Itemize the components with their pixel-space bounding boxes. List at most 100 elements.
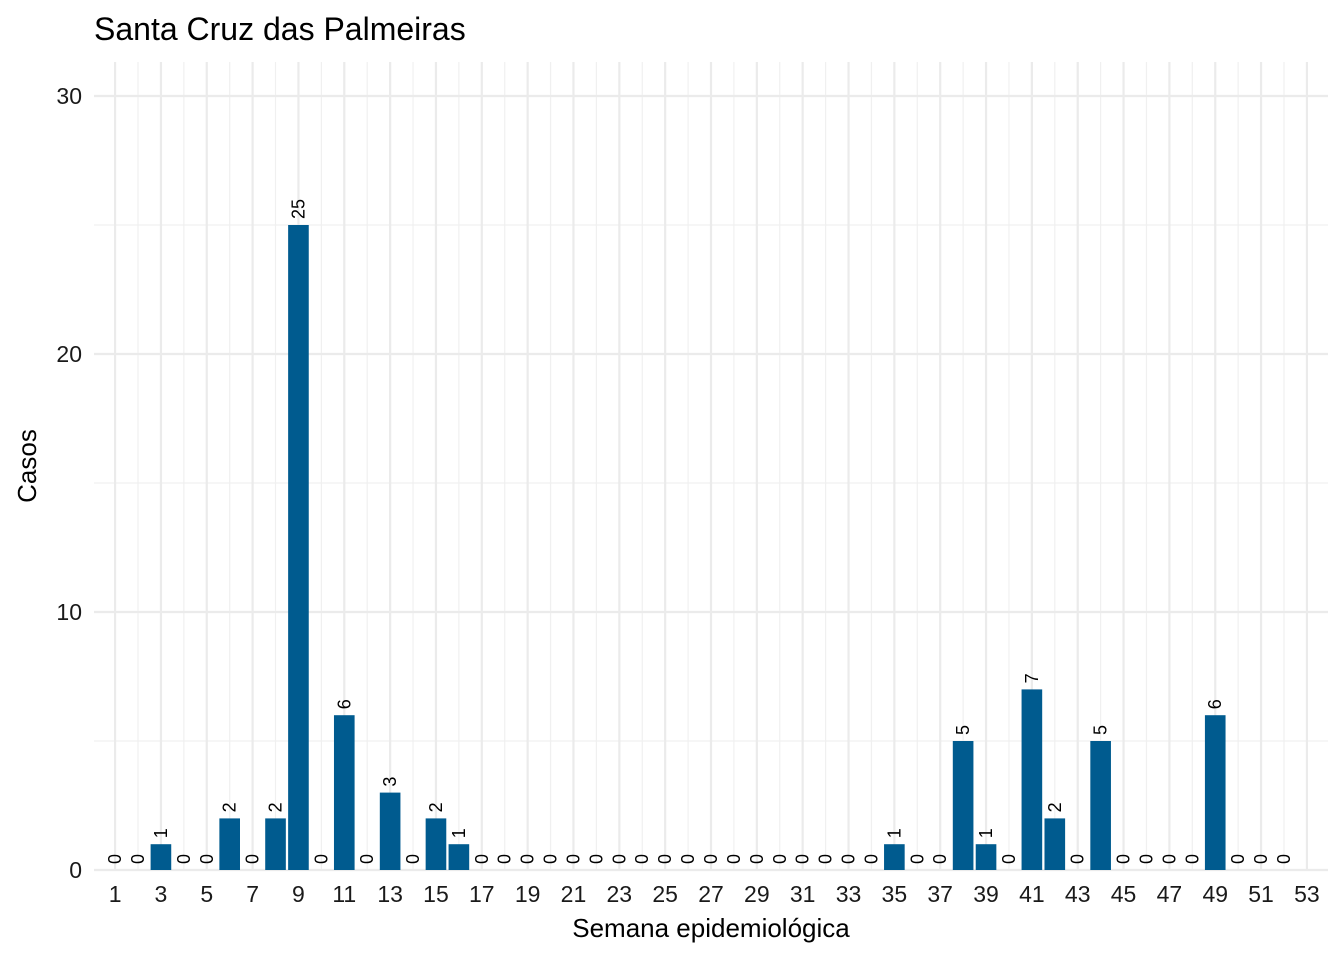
y-tick-label: 0 <box>69 857 82 883</box>
bar <box>425 818 447 870</box>
bar <box>333 715 355 870</box>
x-tick-label: 41 <box>1019 881 1045 907</box>
data-label: 0 <box>839 854 859 864</box>
data-label: 0 <box>541 854 561 864</box>
bar <box>952 741 974 870</box>
data-label: 0 <box>586 854 606 864</box>
data-label: 0 <box>655 854 675 864</box>
x-tick-label: 35 <box>882 881 908 907</box>
data-label: 2 <box>266 802 286 812</box>
y-axis-title: Casos <box>12 429 42 503</box>
y-axis-ticks: 0 10 20 30 <box>56 83 82 883</box>
bar <box>1021 689 1043 870</box>
x-tick-label: 21 <box>561 881 587 907</box>
data-label: 5 <box>953 725 973 735</box>
bar <box>1090 741 1111 870</box>
data-label: 1 <box>449 828 469 838</box>
data-label: 0 <box>1182 854 1202 864</box>
bars <box>150 225 1226 870</box>
data-label: 1 <box>976 828 996 838</box>
x-tick-label: 1 <box>109 881 122 907</box>
data-label: 0 <box>403 854 423 864</box>
x-tick-label: 23 <box>607 881 633 907</box>
x-tick-label: 13 <box>377 881 403 907</box>
data-label: 0 <box>1228 854 1248 864</box>
data-label: 0 <box>495 854 515 864</box>
data-label: 0 <box>1068 854 1088 864</box>
data-label: 2 <box>1045 802 1065 812</box>
x-tick-label: 25 <box>652 881 678 907</box>
data-label: 0 <box>563 854 583 864</box>
x-tick-label: 39 <box>973 881 999 907</box>
x-tick-label: 33 <box>836 881 862 907</box>
x-tick-label: 37 <box>927 881 953 907</box>
data-label: 6 <box>1205 699 1225 709</box>
data-label: 0 <box>747 854 767 864</box>
bar <box>379 792 401 870</box>
x-tick-label: 47 <box>1157 881 1183 907</box>
data-label: 0 <box>724 854 744 864</box>
bar <box>219 818 240 870</box>
data-label: 0 <box>678 854 698 864</box>
data-label: 0 <box>357 854 377 864</box>
data-label: 0 <box>243 854 263 864</box>
data-label: 0 <box>930 854 950 864</box>
data-label: 0 <box>632 854 652 864</box>
bar <box>1204 715 1226 870</box>
data-label: 0 <box>793 854 813 864</box>
x-tick-label: 9 <box>292 881 305 907</box>
data-label: 2 <box>220 802 240 812</box>
data-label: 0 <box>609 854 629 864</box>
data-label: 0 <box>1159 854 1179 864</box>
y-tick-label: 10 <box>56 599 82 625</box>
bar <box>288 225 309 870</box>
bar <box>448 844 470 870</box>
data-label: 3 <box>380 777 400 787</box>
bar <box>884 844 905 870</box>
x-tick-label: 43 <box>1065 881 1091 907</box>
bar <box>975 844 997 870</box>
data-label: 0 <box>816 854 836 864</box>
data-label: 0 <box>907 854 927 864</box>
grid-major <box>94 62 1328 872</box>
x-tick-label: 27 <box>698 881 724 907</box>
data-label: 5 <box>1091 725 1111 735</box>
bar <box>1044 818 1066 870</box>
y-tick-label: 30 <box>56 83 82 109</box>
x-tick-label: 49 <box>1202 881 1228 907</box>
data-label: 0 <box>999 854 1019 864</box>
data-label: 7 <box>1022 673 1042 683</box>
data-label: 0 <box>1274 854 1294 864</box>
data-label: 0 <box>472 854 492 864</box>
data-label: 25 <box>288 199 308 219</box>
data-label: 1 <box>884 828 904 838</box>
x-tick-label: 3 <box>155 881 168 907</box>
x-tick-label: 31 <box>790 881 816 907</box>
data-label: 0 <box>128 854 148 864</box>
data-label: 1 <box>151 828 171 838</box>
x-tick-label: 51 <box>1248 881 1274 907</box>
data-label: 0 <box>105 854 125 864</box>
x-tick-label: 29 <box>744 881 770 907</box>
data-label: 0 <box>174 854 194 864</box>
x-tick-label: 17 <box>469 881 495 907</box>
x-tick-label: 53 <box>1294 881 1320 907</box>
data-label: 0 <box>311 854 331 864</box>
chart-title: Santa Cruz das Palmeiras <box>94 11 466 47</box>
x-tick-label: 19 <box>515 881 541 907</box>
x-axis-title: Semana epidemiológica <box>572 913 850 943</box>
data-label: 0 <box>1136 854 1156 864</box>
x-tick-label: 11 <box>332 881 356 907</box>
bar <box>265 818 286 870</box>
x-tick-label: 15 <box>423 881 449 907</box>
x-tick-label: 45 <box>1111 881 1137 907</box>
data-label: 0 <box>770 854 790 864</box>
x-axis-ticks: 1 3 5 7 9 11 13 15 17 19 21 23 25 27 29 31 33 35 37 39 41 43 4… <box>109 881 1320 907</box>
y-tick-label: 20 <box>56 341 82 367</box>
bar <box>150 844 172 870</box>
x-tick-label: 7 <box>246 881 259 907</box>
data-label: 0 <box>518 854 538 864</box>
data-label: 0 <box>861 854 881 864</box>
